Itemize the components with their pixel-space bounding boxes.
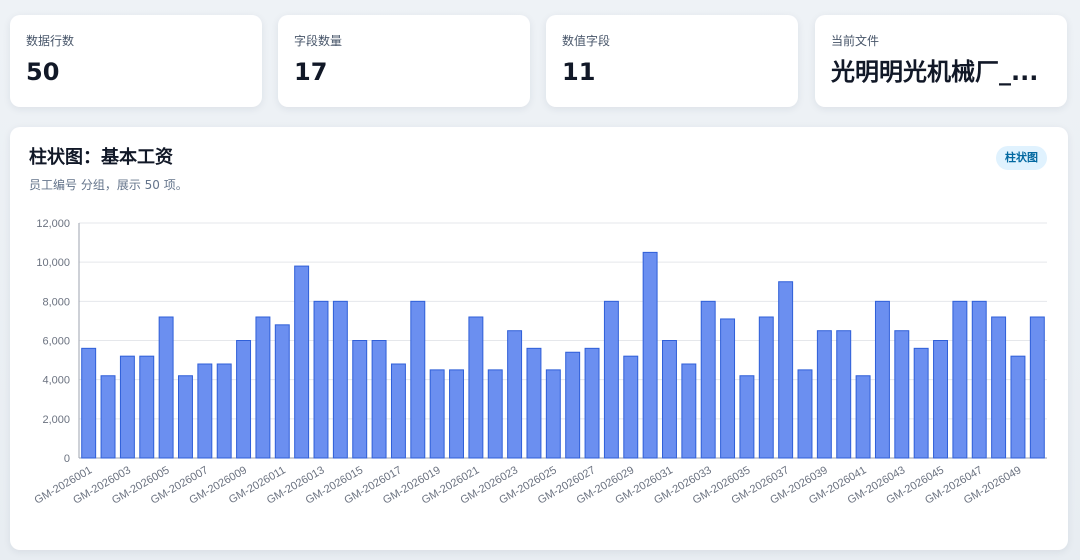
- bar[interactable]: [894, 330, 910, 459]
- bar[interactable]: [662, 340, 677, 459]
- bar[interactable]: [836, 330, 852, 459]
- bar[interactable]: [236, 340, 252, 459]
- y-tick-label: 6,000: [42, 336, 70, 348]
- bar[interactable]: [81, 347, 97, 459]
- bar[interactable]: [119, 355, 135, 459]
- bar-chart: 02,0004,0006,0008,00010,00012,000GM-2026…: [33, 218, 1047, 507]
- stat-label: 当前文件: [831, 34, 880, 48]
- y-tick-label: 12,000: [36, 218, 70, 230]
- bar[interactable]: [933, 340, 948, 459]
- bar[interactable]: [797, 369, 813, 459]
- bar[interactable]: [623, 355, 639, 459]
- stat-value: 光明明光机械厂_...: [831, 58, 1039, 86]
- bar[interactable]: [429, 369, 445, 459]
- bar[interactable]: [603, 300, 619, 459]
- bar[interactable]: [390, 363, 406, 459]
- bar[interactable]: [255, 316, 271, 459]
- stat-label: 数值字段: [562, 34, 611, 48]
- chart-subtitle: 员工编号 分组，展示 50 项。: [29, 178, 188, 192]
- bar[interactable]: [681, 363, 697, 459]
- bar[interactable]: [1029, 316, 1045, 459]
- bar[interactable]: [100, 375, 116, 459]
- bar[interactable]: [216, 363, 232, 459]
- stats-row: 数据行数 50 字段数量 17 数值字段 11 当前文件 光明明光机械厂_...: [10, 15, 1068, 107]
- bar[interactable]: [274, 324, 290, 459]
- stat-card-numeric-fields: 数值字段 11: [546, 15, 798, 107]
- bar[interactable]: [352, 340, 368, 459]
- stat-value: 50: [26, 58, 60, 86]
- bar[interactable]: [584, 347, 600, 459]
- stat-value: 11: [562, 58, 596, 86]
- bar[interactable]: [700, 300, 716, 459]
- bar[interactable]: [332, 300, 348, 459]
- bar[interactable]: [758, 316, 774, 459]
- bar[interactable]: [158, 316, 174, 459]
- bar[interactable]: [913, 347, 929, 459]
- chart-type-badge: 柱状图: [996, 146, 1047, 170]
- bar[interactable]: [507, 330, 523, 459]
- bar[interactable]: [874, 300, 890, 459]
- bar[interactable]: [526, 347, 542, 459]
- bar[interactable]: [991, 316, 1007, 459]
- bar[interactable]: [449, 369, 464, 459]
- bar[interactable]: [545, 369, 561, 459]
- bar[interactable]: [371, 340, 387, 459]
- bar[interactable]: [139, 355, 155, 459]
- y-tick-label: 8,000: [42, 296, 70, 308]
- bar[interactable]: [468, 316, 484, 459]
- bar[interactable]: [642, 251, 658, 459]
- bar[interactable]: [720, 318, 736, 459]
- y-tick-label: 0: [64, 453, 70, 465]
- stat-card-rows: 数据行数 50: [10, 15, 262, 107]
- y-tick-label: 10,000: [36, 257, 70, 269]
- stat-label: 数据行数: [26, 34, 75, 48]
- bar[interactable]: [565, 351, 581, 459]
- chart-title: 柱状图：基本工资: [29, 147, 173, 168]
- y-tick-label: 2,000: [42, 414, 70, 426]
- chart-card: 柱状图：基本工资 员工编号 分组，展示 50 项。 柱状图 0 2,000 4,00…: [10, 127, 1068, 550]
- bar[interactable]: [410, 300, 426, 459]
- bar[interactable]: [1010, 355, 1026, 459]
- bar[interactable]: [778, 281, 794, 459]
- y-tick-label: 4,000: [42, 375, 70, 387]
- bar[interactable]: [739, 375, 755, 459]
- bar[interactable]: [971, 300, 987, 459]
- bar[interactable]: [178, 375, 193, 459]
- bar[interactable]: [313, 300, 329, 459]
- bar[interactable]: [816, 330, 832, 459]
- stat-card-current-file: 当前文件 光明明光机械厂_...: [815, 15, 1067, 107]
- bar[interactable]: [952, 300, 968, 459]
- stat-value: 17: [294, 58, 328, 86]
- bar[interactable]: [294, 265, 310, 459]
- bar[interactable]: [487, 369, 503, 459]
- stat-label: 字段数量: [294, 34, 343, 48]
- bar[interactable]: [855, 375, 871, 459]
- bar[interactable]: [197, 363, 213, 459]
- stat-card-fields: 字段数量 17: [278, 15, 530, 107]
